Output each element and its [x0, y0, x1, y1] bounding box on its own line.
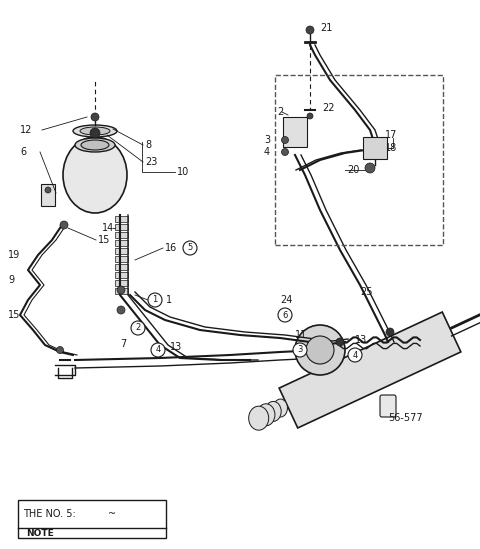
- FancyBboxPatch shape: [41, 184, 55, 206]
- Text: 5: 5: [187, 244, 192, 253]
- Circle shape: [60, 221, 68, 229]
- Text: 9: 9: [8, 275, 14, 285]
- Text: 56-577: 56-577: [388, 413, 422, 423]
- Ellipse shape: [257, 404, 275, 426]
- FancyBboxPatch shape: [363, 137, 387, 159]
- Bar: [115, 216, 128, 222]
- Text: 2: 2: [135, 323, 141, 333]
- Text: 8: 8: [145, 140, 151, 150]
- Text: 10: 10: [177, 167, 189, 177]
- FancyBboxPatch shape: [380, 395, 396, 417]
- Circle shape: [117, 306, 125, 314]
- Circle shape: [57, 346, 63, 354]
- Circle shape: [151, 343, 165, 357]
- Polygon shape: [279, 312, 461, 428]
- Bar: [115, 264, 128, 270]
- Ellipse shape: [274, 399, 288, 417]
- Bar: [115, 232, 128, 238]
- FancyBboxPatch shape: [283, 117, 307, 147]
- Bar: [115, 272, 128, 278]
- Text: 4: 4: [156, 345, 161, 355]
- Text: 22: 22: [322, 103, 335, 113]
- Ellipse shape: [265, 401, 281, 422]
- Bar: [115, 288, 128, 294]
- Circle shape: [91, 113, 99, 121]
- Text: 25: 25: [360, 287, 372, 297]
- Bar: [18, 500, 166, 538]
- Circle shape: [307, 113, 313, 119]
- Text: 12: 12: [20, 125, 32, 135]
- Text: 24: 24: [280, 295, 292, 305]
- Ellipse shape: [75, 138, 115, 152]
- Text: 11: 11: [295, 330, 307, 340]
- Bar: [115, 256, 128, 262]
- Circle shape: [91, 507, 105, 521]
- Ellipse shape: [249, 406, 269, 430]
- Circle shape: [117, 286, 125, 294]
- Circle shape: [183, 241, 197, 255]
- Text: 4: 4: [264, 147, 270, 157]
- Text: 16: 16: [165, 243, 177, 253]
- Ellipse shape: [73, 125, 117, 137]
- Text: 1: 1: [96, 509, 101, 518]
- Text: 6: 6: [20, 147, 26, 157]
- Text: NOTE: NOTE: [26, 529, 54, 537]
- Ellipse shape: [63, 137, 127, 213]
- Text: 17: 17: [385, 130, 397, 140]
- Circle shape: [281, 137, 288, 143]
- Text: 23: 23: [145, 157, 157, 167]
- Circle shape: [45, 187, 51, 193]
- Text: 6: 6: [282, 311, 288, 320]
- Text: 18: 18: [385, 143, 397, 153]
- Bar: [115, 280, 128, 286]
- Text: 13: 13: [170, 342, 182, 352]
- Text: 6: 6: [123, 509, 129, 518]
- Text: 4: 4: [352, 350, 358, 360]
- Circle shape: [348, 348, 362, 362]
- Bar: [115, 248, 128, 254]
- Ellipse shape: [80, 127, 110, 135]
- Text: 13: 13: [355, 335, 367, 345]
- Text: 3: 3: [264, 135, 270, 145]
- Circle shape: [306, 26, 314, 34]
- Text: 14: 14: [102, 223, 114, 233]
- Text: THE NO. 5:: THE NO. 5:: [23, 509, 76, 519]
- Text: 1: 1: [166, 295, 172, 305]
- Text: ~: ~: [108, 509, 116, 519]
- Text: 2: 2: [277, 107, 283, 117]
- Circle shape: [386, 328, 394, 336]
- Circle shape: [131, 321, 145, 335]
- Bar: [115, 240, 128, 246]
- Circle shape: [119, 507, 133, 521]
- Text: 21: 21: [320, 23, 332, 33]
- Circle shape: [295, 325, 345, 375]
- Circle shape: [90, 128, 100, 138]
- Text: 1: 1: [152, 295, 157, 305]
- Ellipse shape: [81, 140, 109, 150]
- Bar: [115, 224, 128, 230]
- Circle shape: [281, 148, 288, 155]
- Circle shape: [336, 338, 344, 346]
- Circle shape: [278, 308, 292, 322]
- Circle shape: [365, 163, 375, 173]
- Text: 15: 15: [8, 310, 20, 320]
- Circle shape: [148, 293, 162, 307]
- Text: 20: 20: [347, 165, 360, 175]
- Text: 19: 19: [8, 250, 20, 260]
- Text: 15: 15: [98, 235, 110, 245]
- Circle shape: [306, 336, 334, 364]
- Text: 3: 3: [297, 345, 303, 355]
- Circle shape: [293, 343, 307, 357]
- Text: 7: 7: [120, 339, 126, 349]
